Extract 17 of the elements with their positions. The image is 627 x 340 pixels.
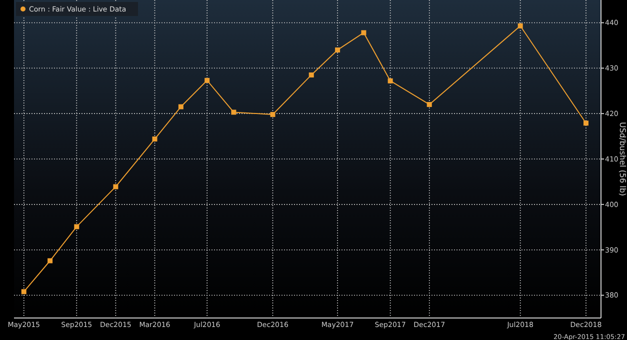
point [231, 110, 236, 115]
point [518, 23, 523, 28]
point [583, 120, 588, 126]
point [113, 184, 118, 190]
point [152, 136, 158, 142]
point [426, 102, 432, 107]
point [270, 112, 276, 117]
point [361, 30, 366, 36]
point [48, 258, 53, 264]
point [74, 224, 80, 230]
y-axis-title: USd/bushel (56 lb) [618, 122, 627, 196]
point [178, 104, 184, 110]
point [335, 47, 340, 52]
point [204, 78, 210, 83]
point [308, 72, 314, 78]
point [21, 289, 26, 294]
point [388, 78, 393, 84]
